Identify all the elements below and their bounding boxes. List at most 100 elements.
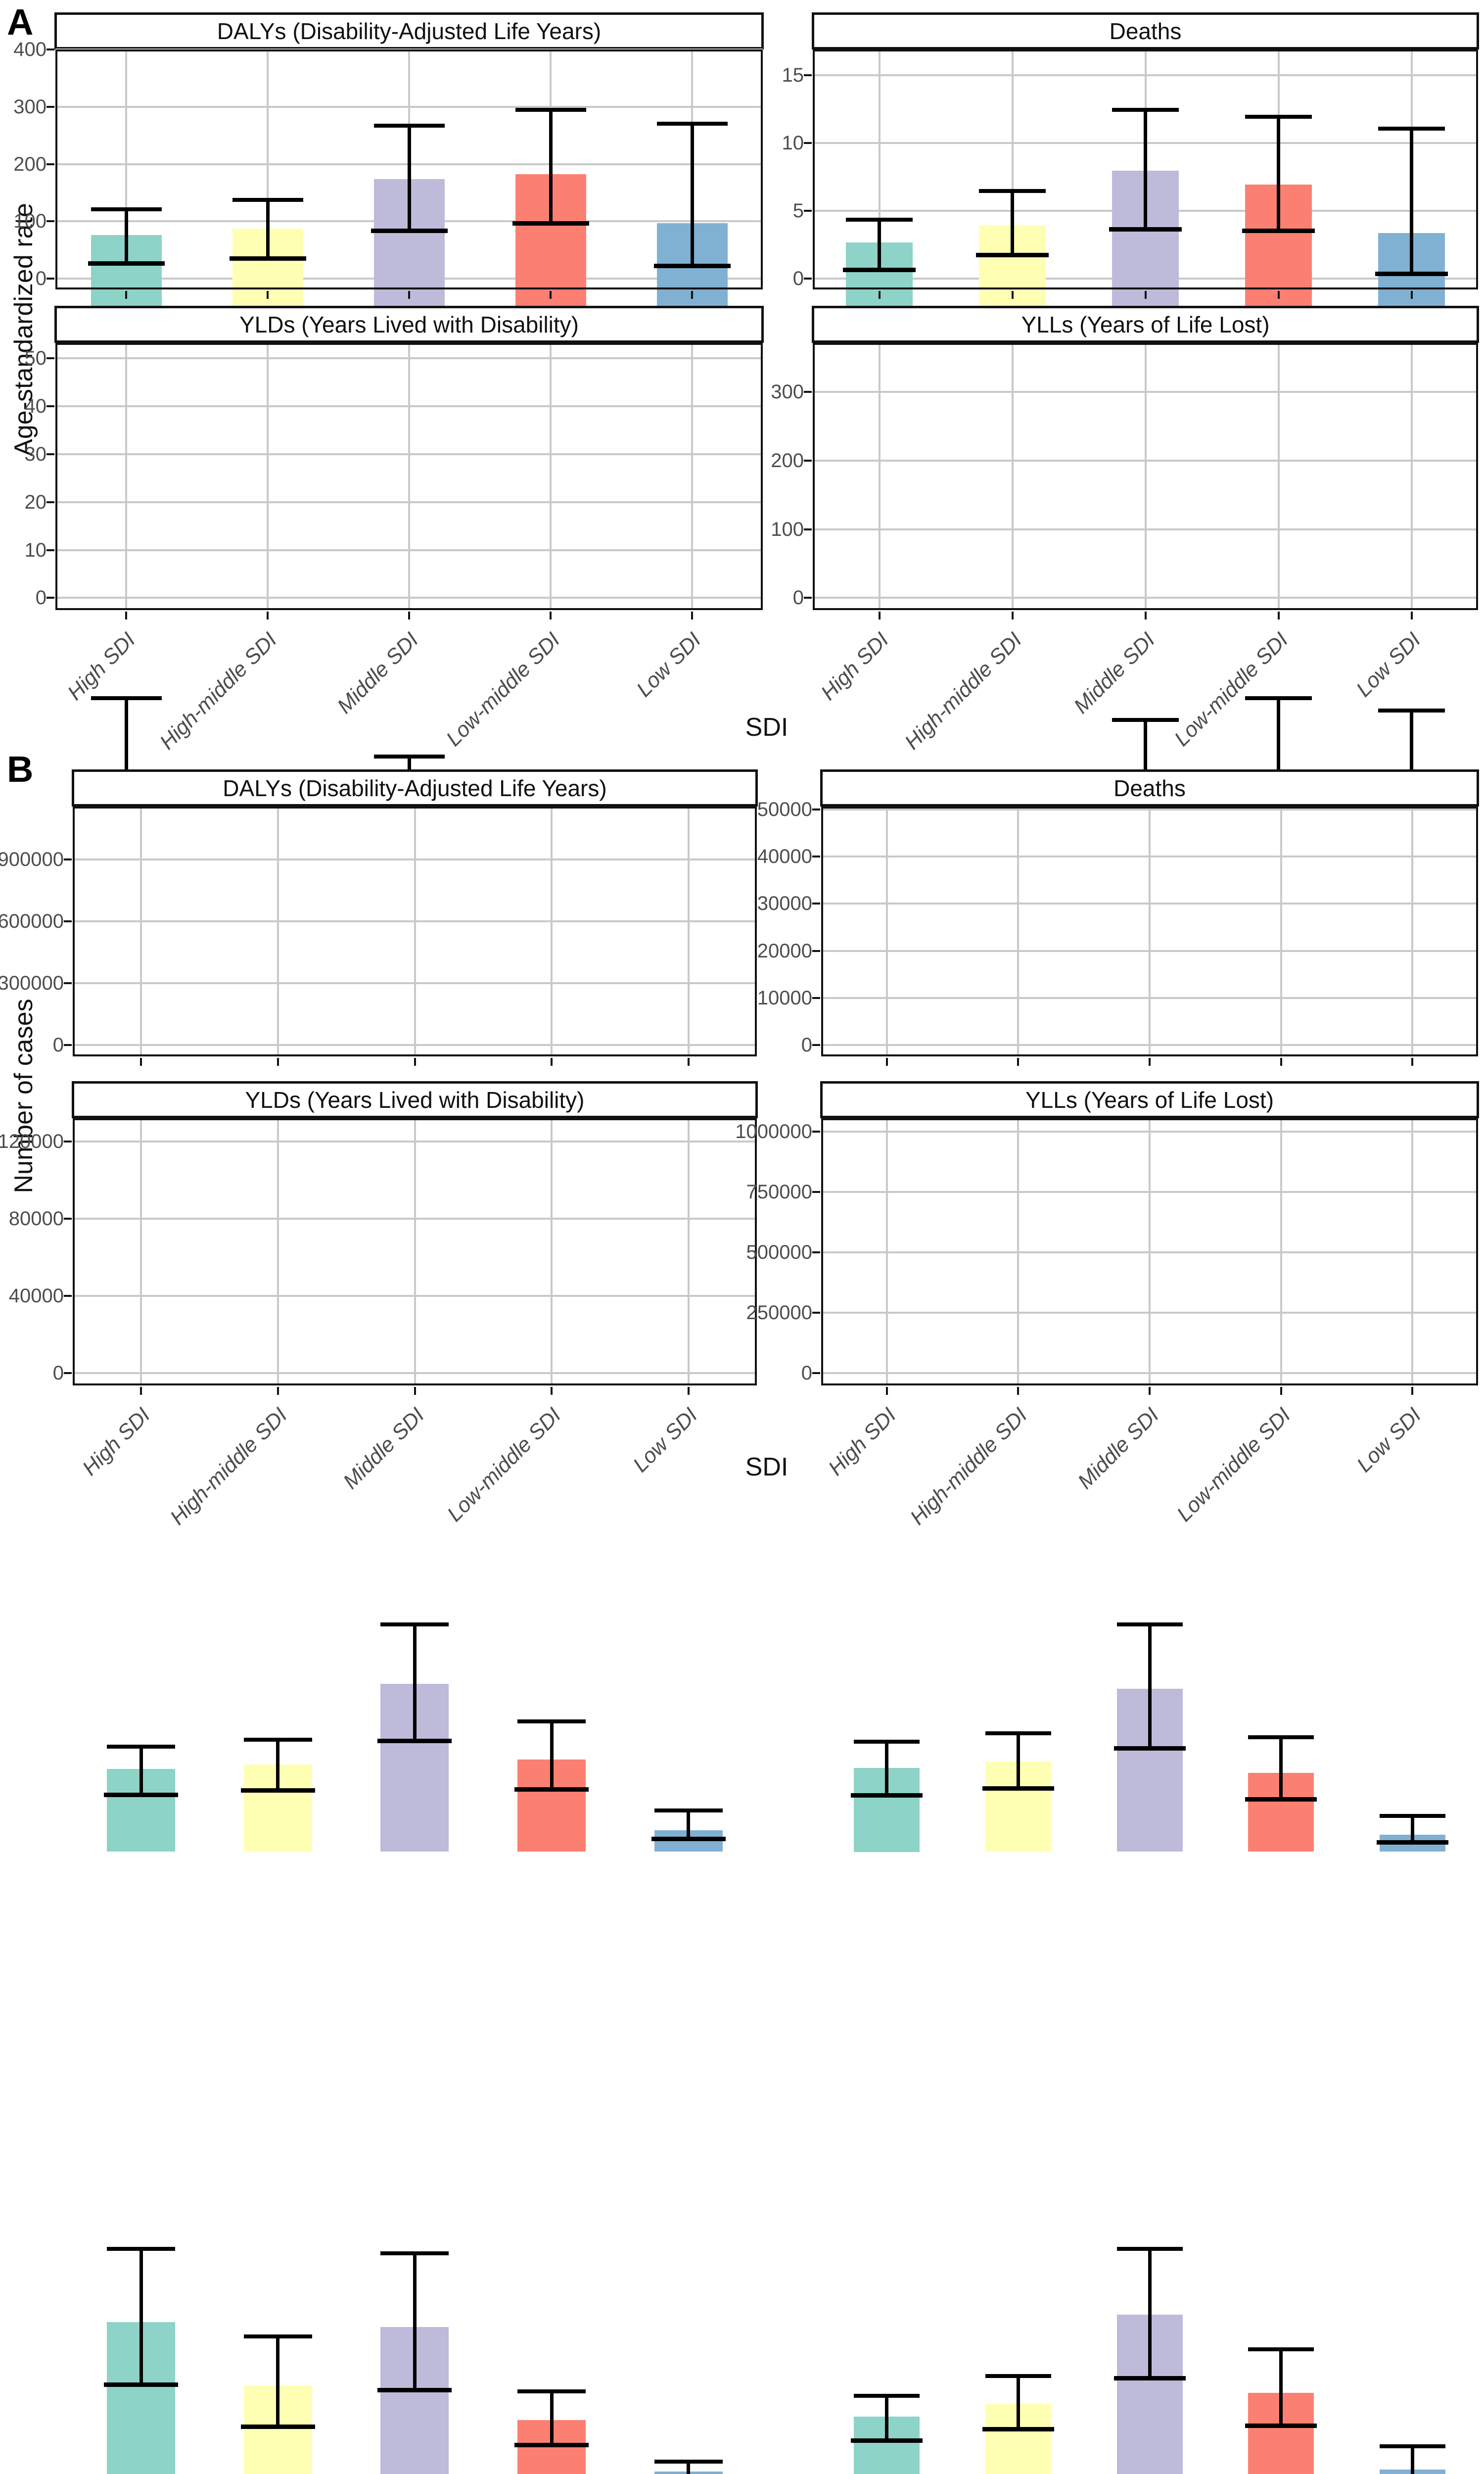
- y-tick-label: 120000: [0, 1131, 64, 1152]
- y-tick-mark: [812, 997, 820, 999]
- error-cap-upper: [91, 696, 162, 700]
- x-axis-title-b: SDI: [745, 1453, 788, 1481]
- x-tick-label: High SDI: [78, 1403, 155, 1480]
- gridline-v: [140, 807, 142, 1056]
- x-tick-mark: [1411, 1387, 1413, 1395]
- gridline-v: [688, 807, 690, 1056]
- error-crossbar-lower: [514, 1787, 589, 1792]
- y-tick-mark: [46, 278, 54, 280]
- x-tick-label: High-middle SDI: [905, 1403, 1032, 1530]
- y-tick-mark: [64, 982, 72, 984]
- x-tick-mark: [550, 612, 552, 619]
- x-tick-mark: [886, 1387, 888, 1395]
- y-tick-mark: [812, 1191, 820, 1193]
- y-tick-mark: [64, 920, 72, 922]
- error-bar: [408, 126, 411, 231]
- error-crossbar-lower: [377, 1739, 452, 1743]
- error-crossbar-lower: [1109, 227, 1182, 232]
- error-cap-upper: [517, 2389, 586, 2393]
- y-tick-label: 0: [801, 1034, 812, 1056]
- y-tick-label: 40000: [757, 846, 812, 867]
- error-bar: [413, 2253, 417, 2390]
- gridline-v: [1149, 807, 1151, 1056]
- error-cap-upper: [91, 207, 162, 211]
- x-tick-mark: [277, 1387, 279, 1395]
- gridline-v: [1280, 1118, 1282, 1385]
- error-bar: [549, 110, 553, 223]
- y-tick-mark: [804, 460, 812, 462]
- plot-border: [813, 49, 1478, 289]
- y-tick-label: 100: [771, 519, 804, 540]
- y-tick-label: 1000000: [735, 1121, 812, 1142]
- x-tick-label: Low SDI: [1352, 628, 1426, 702]
- x-tick-label: Middle SDI: [338, 1403, 429, 1494]
- x-tick-mark: [414, 1058, 416, 1066]
- x-tick-mark: [1145, 612, 1147, 619]
- y-tick-label: 900000: [0, 849, 64, 870]
- error-cap-upper: [232, 198, 303, 202]
- error-crossbar-lower: [371, 229, 448, 233]
- x-tick-label: High SDI: [816, 628, 893, 705]
- gridline-v: [1411, 343, 1413, 610]
- y-tick-mark: [46, 453, 54, 455]
- y-tick-mark: [812, 1312, 820, 1314]
- gridline-v: [886, 1118, 888, 1385]
- error-bar: [1148, 2249, 1152, 2378]
- x-tick-mark: [267, 291, 269, 299]
- error-crossbar-lower: [982, 1786, 1054, 1791]
- error-cap-upper: [654, 1808, 723, 1812]
- error-cap-upper: [244, 1738, 312, 1742]
- error-cap-upper: [1112, 718, 1179, 722]
- plot-area: [813, 49, 1478, 328]
- error-bar: [125, 698, 128, 833]
- error-cap-upper: [1380, 1814, 1445, 1818]
- error-crossbar-lower: [851, 2438, 923, 2443]
- y-tick-mark: [64, 1372, 72, 1374]
- gridline-v: [688, 1118, 690, 1385]
- error-crossbar-lower: [1114, 2376, 1186, 2380]
- x-tick-label: High-middle SDI: [900, 628, 1026, 755]
- gridline-v: [1411, 807, 1413, 1056]
- plot-area: [821, 807, 1478, 1852]
- x-tick-label: Middle SDI: [1069, 628, 1159, 718]
- y-tick-mark: [64, 1044, 72, 1046]
- x-tick-mark: [125, 612, 127, 619]
- error-bar: [276, 1740, 279, 1790]
- error-crossbar-lower: [1245, 2424, 1317, 2428]
- y-tick-label: 600000: [0, 910, 64, 932]
- x-tick-label: Low SDI: [629, 1403, 702, 1477]
- x-tick-label: Low-middle SDI: [1169, 628, 1293, 751]
- error-cap-upper: [1117, 1622, 1183, 1626]
- error-cap-upper: [1378, 709, 1445, 713]
- y-tick-mark: [46, 597, 54, 599]
- gridline-v: [1012, 49, 1014, 289]
- error-crossbar-lower: [1245, 1797, 1317, 1802]
- error-cap-upper: [1117, 2247, 1183, 2251]
- error-cap-upper: [654, 2460, 723, 2464]
- error-crossbar-lower: [512, 221, 589, 226]
- x-tick-mark: [1017, 1058, 1019, 1066]
- error-crossbar-lower: [104, 2382, 178, 2387]
- error-crossbar-lower: [651, 1837, 726, 1841]
- y-tick-mark: [812, 1044, 820, 1046]
- y-tick-label: 0: [792, 268, 804, 289]
- facet-strip: YLDs (Years Lived with Disability): [54, 306, 764, 343]
- y-tick-mark: [812, 856, 820, 857]
- x-tick-label: High-middle SDI: [155, 628, 281, 755]
- error-bar: [691, 124, 694, 266]
- x-tick-label: Middle SDI: [332, 628, 423, 718]
- x-tick-label: Low-middle SDI: [441, 628, 564, 751]
- facet-strip: DALYs (Disability-Adjusted Life Years): [72, 769, 758, 807]
- error-cap-upper: [107, 1745, 175, 1749]
- plot-area: [821, 1118, 1478, 2474]
- y-tick-label: 40000: [8, 1285, 64, 1307]
- error-crossbar-lower: [1375, 272, 1448, 276]
- x-tick-mark: [691, 612, 693, 619]
- error-bar: [885, 2396, 888, 2441]
- facet-strip: YLLs (Years of Life Lost): [812, 306, 1479, 343]
- error-bar: [413, 1624, 417, 1741]
- error-bar: [139, 1747, 143, 1795]
- y-tick-mark: [46, 549, 54, 551]
- error-crossbar-lower: [843, 268, 916, 272]
- y-tick-label: 200: [771, 450, 804, 472]
